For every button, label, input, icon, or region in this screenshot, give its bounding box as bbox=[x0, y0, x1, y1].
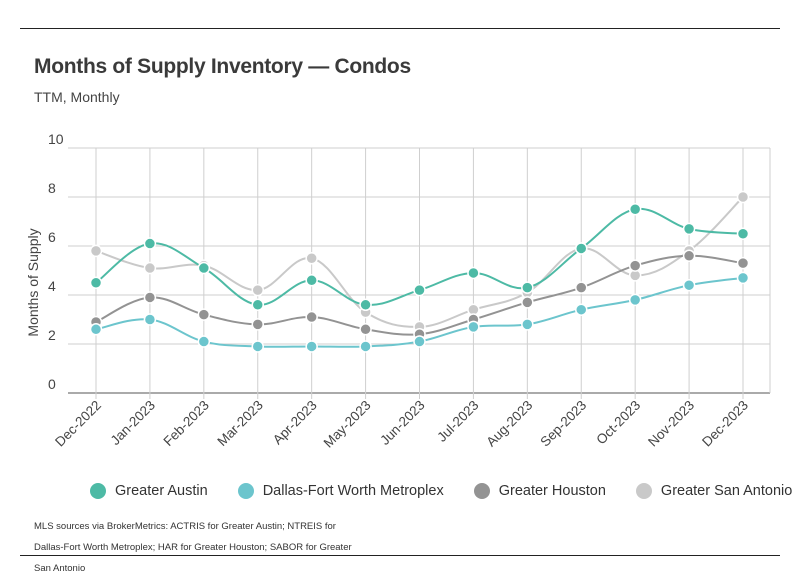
series-greater-austin bbox=[89, 203, 750, 312]
series-dallas-fort-worth-metroplex bbox=[89, 271, 750, 353]
x-tick-label: Jan-2023 bbox=[108, 398, 158, 448]
data-point-greater-austin bbox=[197, 261, 211, 275]
x-tick-label: Jul-2023 bbox=[434, 398, 481, 445]
data-point-greater-houston bbox=[143, 291, 157, 304]
data-point-greater-austin bbox=[89, 276, 103, 289]
legend-marker-icon bbox=[635, 483, 652, 499]
data-point-greater-san-antonio bbox=[251, 283, 264, 297]
legend-marker-icon bbox=[237, 483, 254, 499]
data-point-greater-austin bbox=[521, 281, 534, 294]
data-point-greater-austin bbox=[467, 266, 480, 280]
legend-item-greater-san-antonio: Greater San Antonio bbox=[635, 483, 793, 499]
x-tick-label: Mar-2023 bbox=[214, 398, 265, 449]
legend-item-greater-houston: Greater Houston bbox=[473, 483, 606, 499]
legend-label: Dallas-Fort Worth Metroplex bbox=[262, 483, 444, 499]
top-rule bbox=[20, 28, 780, 29]
data-point-greater-houston bbox=[251, 318, 264, 331]
legend: Greater Austin Dallas-Fort Worth Metrople… bbox=[90, 483, 792, 499]
legend-item-greater-austin: Greater Austin bbox=[90, 483, 208, 499]
data-point-greater-houston bbox=[682, 249, 696, 263]
data-point-dallas-fort-worth-metroplex bbox=[413, 335, 426, 348]
data-point-greater-austin bbox=[628, 203, 642, 216]
data-point-dallas-fort-worth-metroplex bbox=[305, 340, 318, 353]
x-tick-label: Feb-2023 bbox=[160, 398, 211, 449]
data-point-greater-san-antonio bbox=[736, 190, 750, 204]
data-point-dallas-fort-worth-metroplex bbox=[575, 303, 588, 316]
data-point-greater-houston bbox=[359, 323, 372, 336]
data-point-greater-houston bbox=[628, 259, 642, 272]
x-tick-label: Dec-2023 bbox=[699, 398, 751, 450]
data-point-greater-austin bbox=[682, 222, 696, 236]
series-greater-houston bbox=[89, 249, 750, 341]
chart-title: Months of Supply Inventory — Condos bbox=[34, 55, 411, 78]
data-point-dallas-fort-worth-metroplex bbox=[628, 293, 642, 307]
x-tick-label: Apr-2023 bbox=[270, 398, 320, 448]
data-point-greater-san-antonio bbox=[89, 244, 103, 258]
y-tick-label: 6 bbox=[48, 229, 56, 245]
data-point-greater-austin bbox=[736, 227, 750, 240]
y-tick-label: 4 bbox=[48, 278, 56, 294]
gridlines bbox=[68, 147, 771, 399]
data-point-greater-austin bbox=[251, 298, 264, 312]
data-point-dallas-fort-worth-metroplex bbox=[197, 335, 211, 348]
legend-item-dallas-fort-worth-metroplex: Dallas-Fort Worth Metroplex bbox=[237, 483, 444, 499]
data-point-dallas-fort-worth-metroplex bbox=[467, 320, 480, 334]
data-point-dallas-fort-worth-metroplex bbox=[682, 278, 696, 292]
x-tick-label: May-2023 bbox=[321, 398, 374, 451]
y-tick-labels: 0 2 4 6 8 10 bbox=[48, 131, 64, 392]
data-point-dallas-fort-worth-metroplex bbox=[89, 323, 103, 336]
x-tick-label: Oct-2023 bbox=[593, 398, 643, 448]
data-point-dallas-fort-worth-metroplex bbox=[521, 318, 534, 331]
data-point-greater-san-antonio bbox=[305, 252, 318, 265]
chart-subtitle: TTM, Monthly bbox=[34, 89, 120, 105]
y-tick-label: 10 bbox=[48, 131, 64, 147]
x-tick-label: Dec-2022 bbox=[52, 398, 104, 450]
data-point-greater-houston bbox=[197, 308, 211, 321]
x-tick-label: Sep-2023 bbox=[537, 398, 589, 450]
series-layer bbox=[89, 190, 750, 353]
data-point-greater-austin bbox=[575, 242, 588, 255]
legend-label: Greater Houston bbox=[498, 483, 606, 499]
data-point-dallas-fort-worth-metroplex bbox=[251, 340, 264, 353]
y-axis-label: Months of Supply bbox=[25, 228, 41, 336]
data-point-greater-houston bbox=[736, 256, 750, 270]
y-tick-label: 2 bbox=[48, 327, 56, 343]
data-point-greater-austin bbox=[359, 298, 372, 312]
data-point-greater-houston bbox=[521, 296, 534, 309]
data-point-greater-san-antonio bbox=[143, 261, 157, 275]
x-tick-label: Aug-2023 bbox=[483, 398, 535, 450]
data-point-greater-austin bbox=[413, 283, 426, 297]
x-tick-label: Nov-2023 bbox=[645, 398, 697, 450]
y-tick-label: 8 bbox=[48, 180, 56, 196]
legend-marker-icon bbox=[473, 483, 490, 499]
data-point-greater-houston bbox=[575, 281, 588, 294]
legend-label: Greater San Antonio bbox=[660, 483, 793, 499]
data-point-dallas-fort-worth-metroplex bbox=[143, 313, 157, 326]
source-note: MLS sources via BrokerMetrics: ACTRIS fo… bbox=[34, 521, 352, 574]
data-point-dallas-fort-worth-metroplex bbox=[736, 271, 750, 285]
x-tick-labels: Dec-2022 Jan-2023 Feb-2023 Mar-2023 Apr-2023… bbox=[52, 398, 751, 451]
legend-label: Greater Austin bbox=[115, 483, 208, 499]
data-point-dallas-fort-worth-metroplex bbox=[359, 340, 372, 353]
y-tick-label: 0 bbox=[48, 376, 56, 392]
legend-marker-icon bbox=[90, 483, 106, 499]
data-point-greater-austin bbox=[143, 237, 157, 250]
x-tick-label: Jun-2023 bbox=[377, 398, 427, 448]
data-point-greater-austin bbox=[305, 274, 318, 287]
data-point-greater-houston bbox=[305, 310, 318, 324]
bottom-rule bbox=[20, 555, 780, 556]
